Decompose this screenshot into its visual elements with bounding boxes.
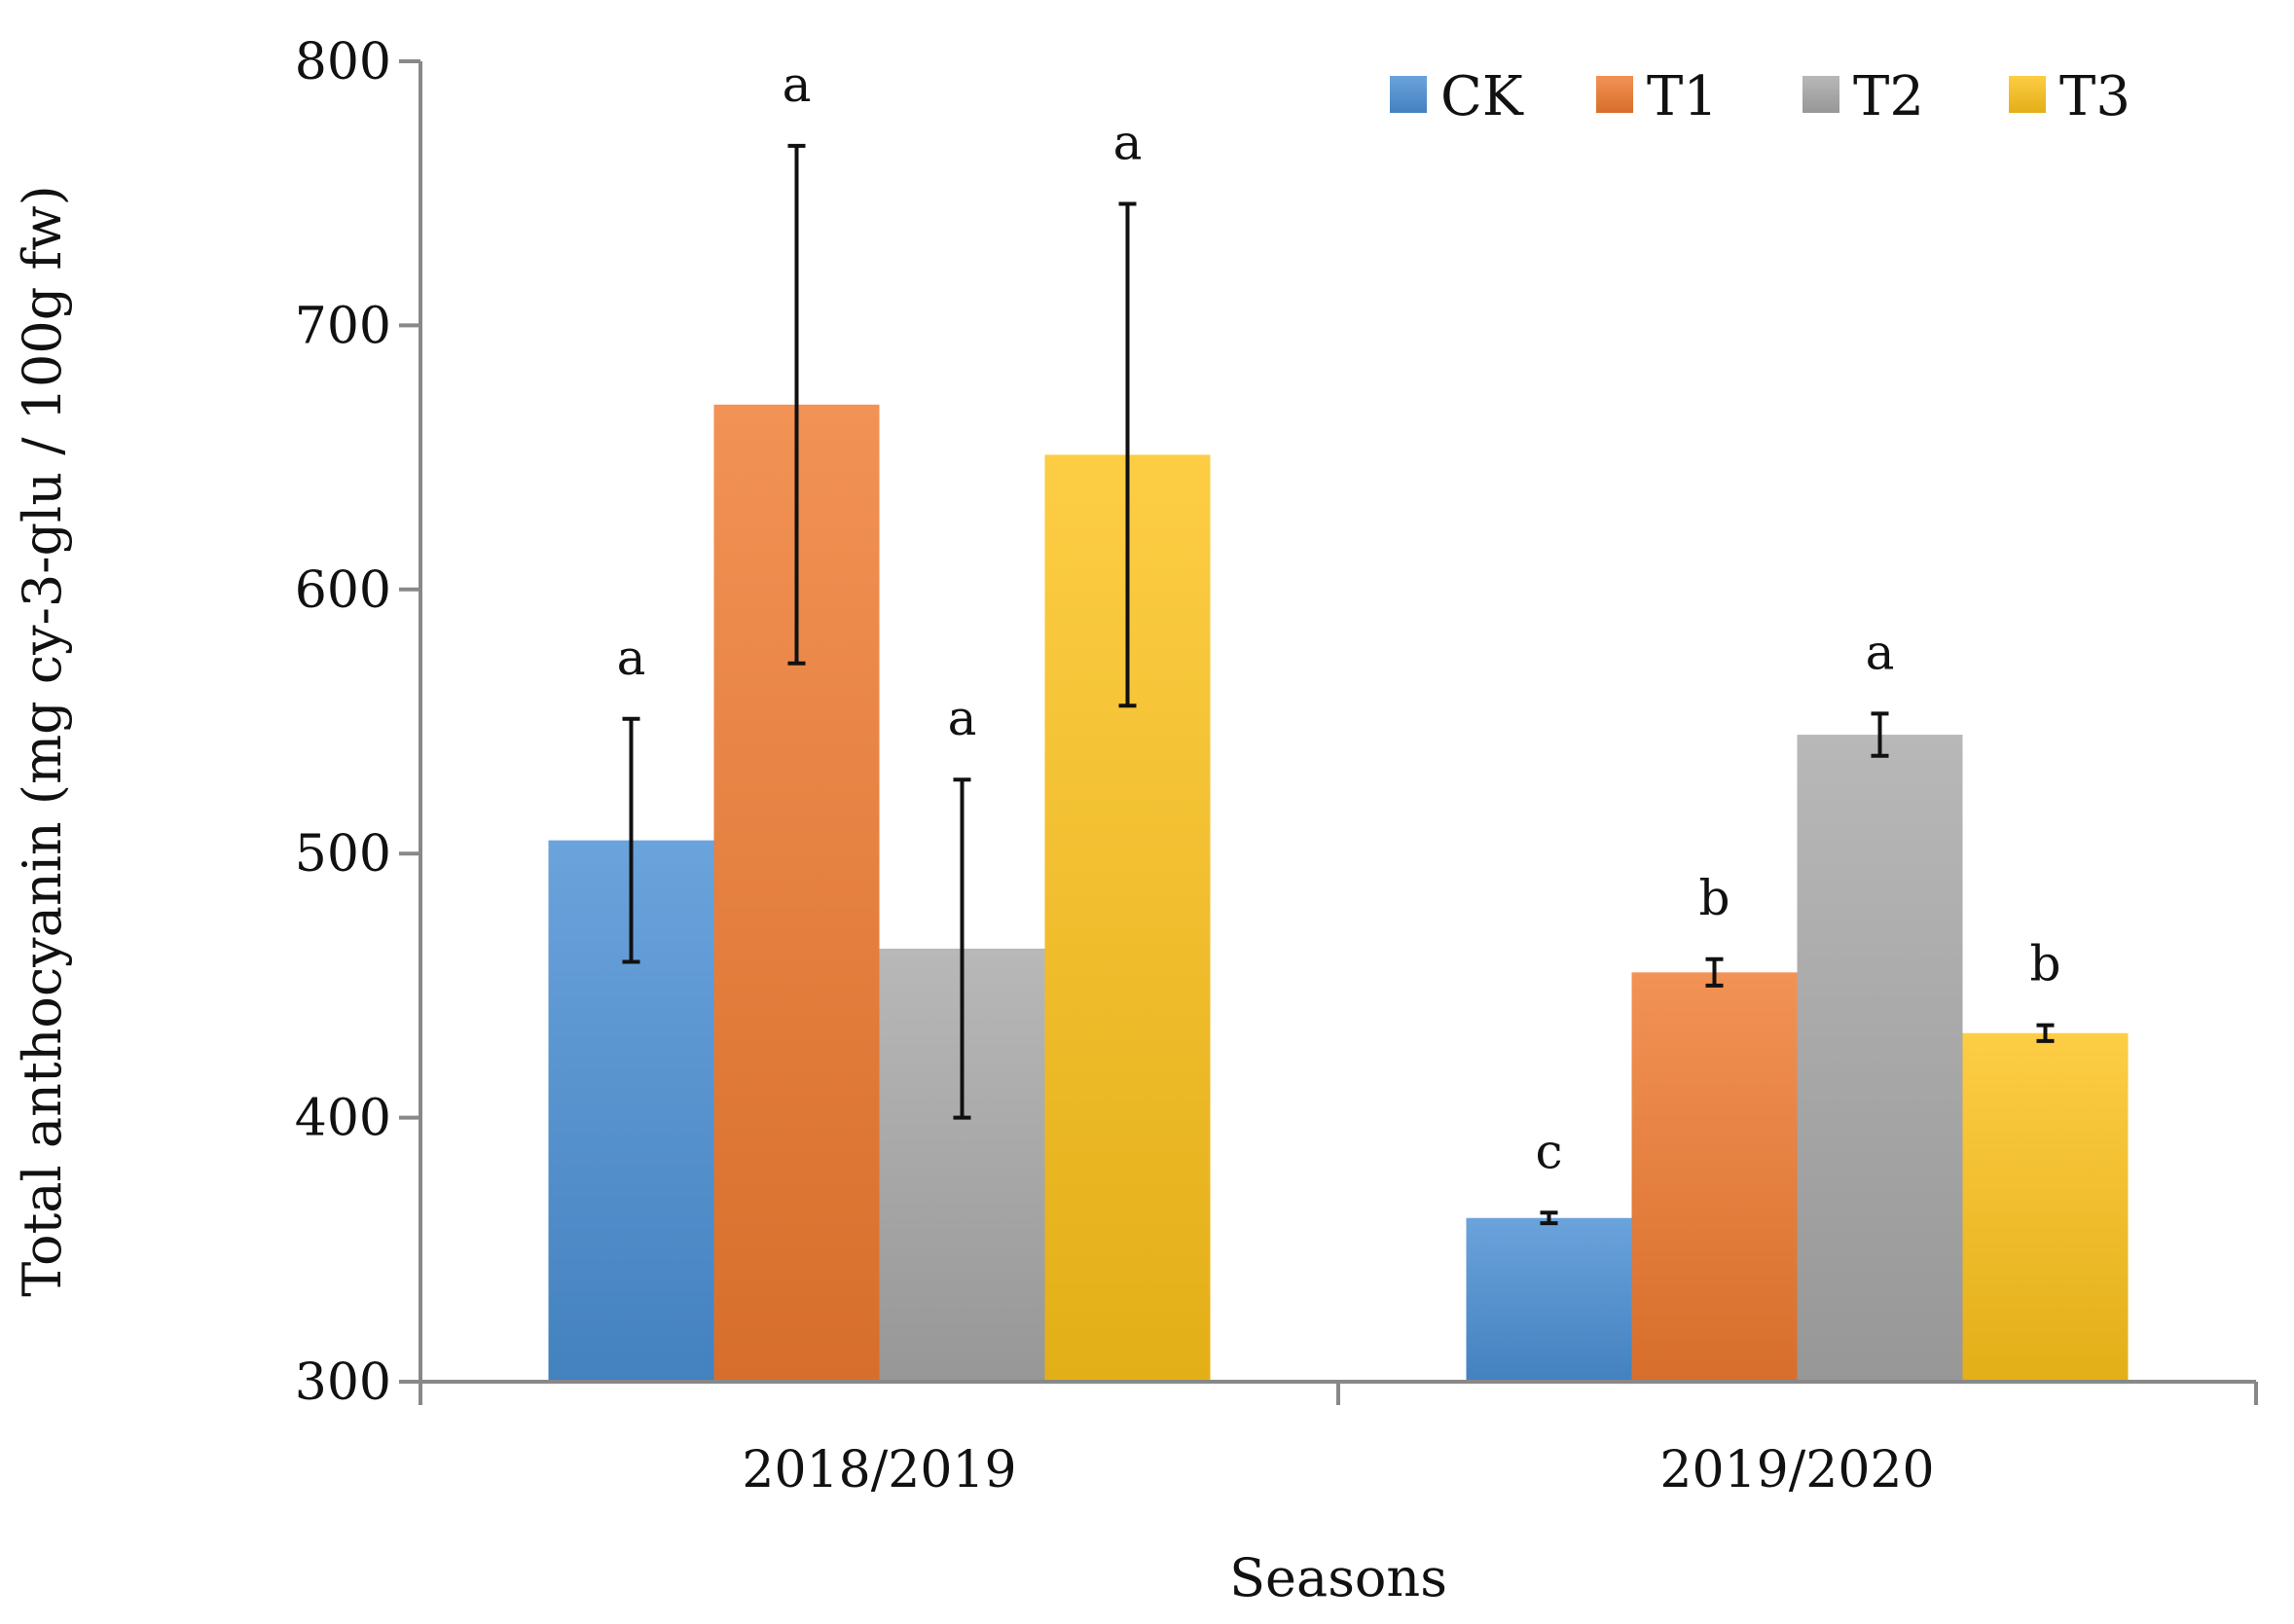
x-axis: 2018/2019 2019/2020 <box>419 1380 2258 1499</box>
legend-label: T2 <box>1853 65 1924 128</box>
significance-letter: b <box>1698 870 1730 926</box>
error-bar-t2 <box>1871 711 1889 758</box>
y-tick-label: 700 <box>295 297 391 355</box>
significance-letter: c <box>1535 1123 1562 1179</box>
x-axis-title: Seasons <box>1229 1547 1447 1608</box>
error-bar-t1 <box>787 143 806 666</box>
legend-swatch <box>2009 76 2046 113</box>
legend-item-t2: T2 <box>1802 65 1924 128</box>
bar-ck <box>1466 1217 1632 1382</box>
significance-letter: b <box>2029 936 2060 992</box>
legend-label: T1 <box>1647 65 1718 128</box>
significance-letter: a <box>617 630 646 686</box>
y-tick-label: 400 <box>295 1090 391 1148</box>
significance-letter: a <box>783 56 812 113</box>
legend-item-t3: T3 <box>2009 65 2130 128</box>
y-tick-label: 500 <box>295 825 391 884</box>
significance-letter: a <box>1866 624 1895 680</box>
error-bar-t2 <box>953 777 971 1120</box>
error-bar-t3 <box>2036 1023 2055 1043</box>
legend-item-t1: T1 <box>1596 65 1718 128</box>
y-axis: 300 400 500 600 700 800 <box>295 33 422 1412</box>
legend-swatch <box>1390 76 1427 113</box>
bar-t3 <box>1962 1032 2129 1382</box>
legend-item-ck: CK <box>1390 65 1524 128</box>
error-bar-ck <box>1540 1210 1558 1226</box>
significance-letters: a a a a c b a b <box>617 56 2061 1179</box>
legend-swatch <box>1596 76 1633 113</box>
legend: CK T1 T2 T3 <box>1390 65 2130 128</box>
legend-label: T3 <box>2059 65 2130 128</box>
y-tick-label: 800 <box>295 33 391 91</box>
error-bar-t3 <box>1118 201 1137 708</box>
y-axis-title: Total anthocyanin (mg cy-3-glu / 100g fw… <box>12 185 73 1296</box>
error-bars <box>622 143 2055 1226</box>
bar-t1 <box>1631 972 1798 1382</box>
significance-letter: a <box>1113 115 1143 171</box>
legend-swatch <box>1802 76 1839 113</box>
legend-label: CK <box>1440 65 1524 128</box>
y-tick-label: 600 <box>295 561 391 620</box>
error-bar-ck <box>622 716 640 964</box>
bar-t2 <box>1797 735 1963 1382</box>
significance-letter: a <box>948 690 977 746</box>
x-category-label: 2019/2020 <box>1659 1441 1934 1499</box>
y-tick-label: 300 <box>295 1353 391 1412</box>
plot-area: a a a a c b a b <box>548 56 2129 1382</box>
bars <box>548 404 2129 1382</box>
error-bar-t1 <box>1705 956 1724 988</box>
x-category-label: 2018/2019 <box>742 1441 1016 1499</box>
